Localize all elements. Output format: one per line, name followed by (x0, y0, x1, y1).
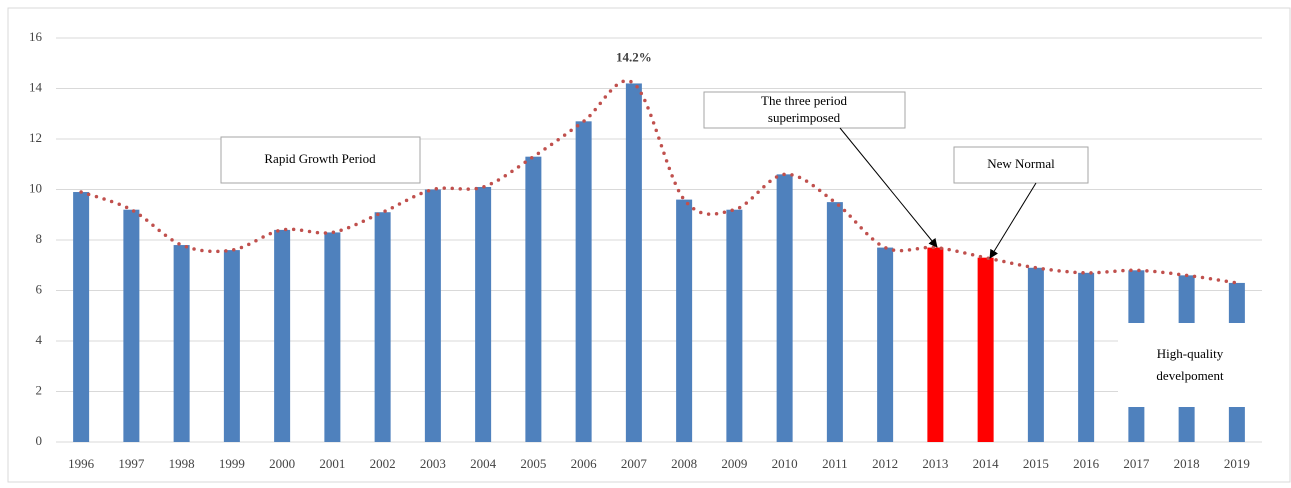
x-tick-label: 2008 (671, 456, 697, 471)
bar (1078, 272, 1095, 442)
annotation: superimposed (768, 110, 841, 125)
arrow (989, 182, 1037, 259)
bar (274, 229, 291, 442)
bar (877, 247, 894, 442)
x-tick-label: 2003 (420, 456, 446, 471)
bar (374, 212, 391, 442)
y-tick-label: 6 (36, 281, 43, 296)
y-tick-label: 14 (29, 79, 43, 94)
bar (475, 186, 492, 442)
bar (726, 209, 743, 442)
trend-line (79, 79, 1239, 285)
annotation-box (953, 146, 1089, 184)
x-tick-label: 1997 (118, 456, 145, 471)
x-tick-label: 2011 (822, 456, 848, 471)
annotation: High-quality (1157, 346, 1224, 361)
arrow (839, 127, 938, 248)
x-tick-label: 2016 (1073, 456, 1100, 471)
x-tick-label: 2015 (1023, 456, 1049, 471)
x-tick-label: 2006 (571, 456, 598, 471)
annotations: Rapid Growth Period The three period sup… (220, 91, 1262, 407)
x-tick-label: 1999 (219, 456, 245, 471)
bar (1027, 267, 1044, 442)
bar (324, 232, 341, 442)
annotation: New Normal (987, 156, 1055, 171)
bar (123, 209, 140, 442)
bar (776, 174, 793, 442)
y-tick-label: 2 (36, 382, 43, 397)
x-tick-label: 2001 (319, 456, 345, 471)
x-tick-label: 2009 (721, 456, 747, 471)
bar (927, 247, 944, 442)
x-tick-label: 2005 (520, 456, 546, 471)
x-tick-label: 2018 (1174, 456, 1200, 471)
chart-frame (7, 7, 1291, 483)
annotation-box (220, 136, 421, 184)
x-tick-label: 2019 (1224, 456, 1250, 471)
x-tick-label: 2013 (922, 456, 948, 471)
x-tick-label: 2014 (973, 456, 1000, 471)
annotation-box (1118, 323, 1262, 407)
bar (977, 257, 994, 442)
annotation: Rapid Growth Period (264, 151, 376, 166)
y-tick-label: 12 (29, 130, 42, 145)
bar (826, 202, 843, 442)
bar (173, 245, 190, 442)
y-tick-label: 16 (29, 29, 43, 44)
bar (424, 189, 441, 442)
bar (575, 121, 592, 442)
annotation-box (703, 91, 906, 129)
data-label: 14.2% (616, 49, 652, 64)
y-tick-label: 8 (36, 231, 43, 246)
x-tick-label: 2002 (370, 456, 396, 471)
x-tick-label: 2010 (772, 456, 798, 471)
y-tick-label: 4 (36, 332, 43, 347)
annotation: develpoment (1156, 368, 1224, 383)
x-tick-label: 2004 (470, 456, 497, 471)
x-tick-label: 2000 (269, 456, 295, 471)
y-tick-label: 0 (36, 433, 43, 448)
x-tick-label: 1996 (68, 456, 95, 471)
bar (73, 192, 90, 442)
x-tick-label: 1998 (169, 456, 195, 471)
x-tick-label: 2012 (872, 456, 898, 471)
bar (676, 199, 693, 442)
bar (525, 156, 542, 443)
x-tick-label: 2007 (621, 456, 648, 471)
plot: 0 2 4 6 8 10 12 14 16 1996 1997 1998 1999 2000 2001 200… (29, 29, 1262, 471)
bar (625, 83, 642, 442)
y-tick-label: 10 (29, 180, 42, 195)
bar (223, 250, 240, 442)
x-tick-label: 2017 (1123, 456, 1150, 471)
annotation: The three period (761, 93, 847, 108)
